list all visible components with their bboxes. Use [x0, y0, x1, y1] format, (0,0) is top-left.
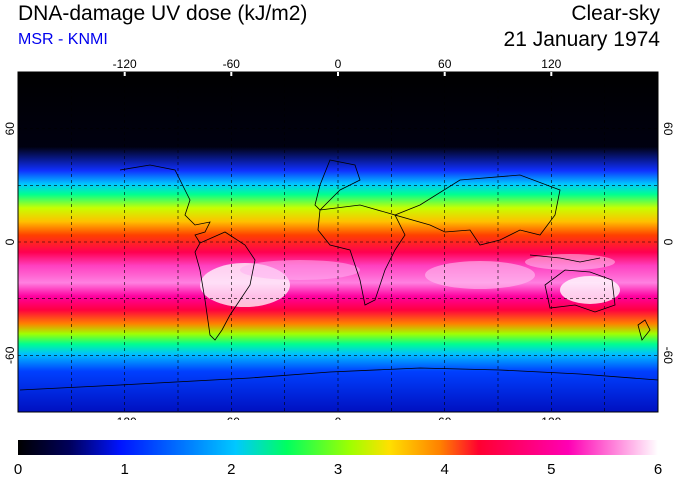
top-lon-tick-label: -60 [223, 57, 241, 71]
coastlines [19, 159, 658, 391]
uv-dose-world-map: -120 -60 0 60 120 -120 -60 0 60 120 60 0… [3, 57, 675, 420]
bottom-lon-tick-label: -60 [223, 415, 241, 420]
left-lat-tick-label: 0 [3, 238, 17, 245]
right-lat-tick-label: 60 [661, 122, 675, 136]
colorbar-label: 0 [14, 461, 22, 478]
sky-condition-label: Clear-sky [571, 2, 660, 25]
colorbar-label: 6 [654, 461, 662, 478]
right-lat-tick-label: 0 [661, 239, 675, 246]
right-lat-tick-label: -60 [661, 347, 675, 365]
colorbar-label: 5 [547, 461, 555, 478]
left-lat-tick-label: -60 [3, 346, 17, 364]
frame-ticks [123, 72, 553, 76]
top-lon-tick-label: -120 [113, 57, 137, 71]
top-lon-tick-label: 0 [335, 57, 342, 71]
bottom-lon-tick-label: -120 [113, 415, 137, 420]
top-lon-tick-label: 60 [438, 57, 452, 71]
colorbar-label: 2 [227, 461, 235, 478]
colorbar-label: 4 [441, 461, 449, 478]
bottom-lon-tick-label: 60 [438, 415, 452, 420]
left-lat-tick-label: 60 [3, 122, 17, 136]
colorbar-label: 3 [334, 461, 342, 478]
bottom-lon-tick-label: 0 [335, 415, 342, 420]
colorbar-label: 1 [121, 461, 129, 478]
graticule [18, 72, 658, 412]
top-lon-tick-label: 120 [541, 57, 561, 71]
colorbar-gradient [18, 440, 658, 455]
map-title: DNA-damage UV dose (kJ/m2) [18, 2, 308, 25]
bottom-lon-tick-label: 120 [541, 415, 561, 420]
date-label: 21 January 1974 [503, 28, 660, 51]
source-label: MSR - KNMI [18, 31, 108, 48]
